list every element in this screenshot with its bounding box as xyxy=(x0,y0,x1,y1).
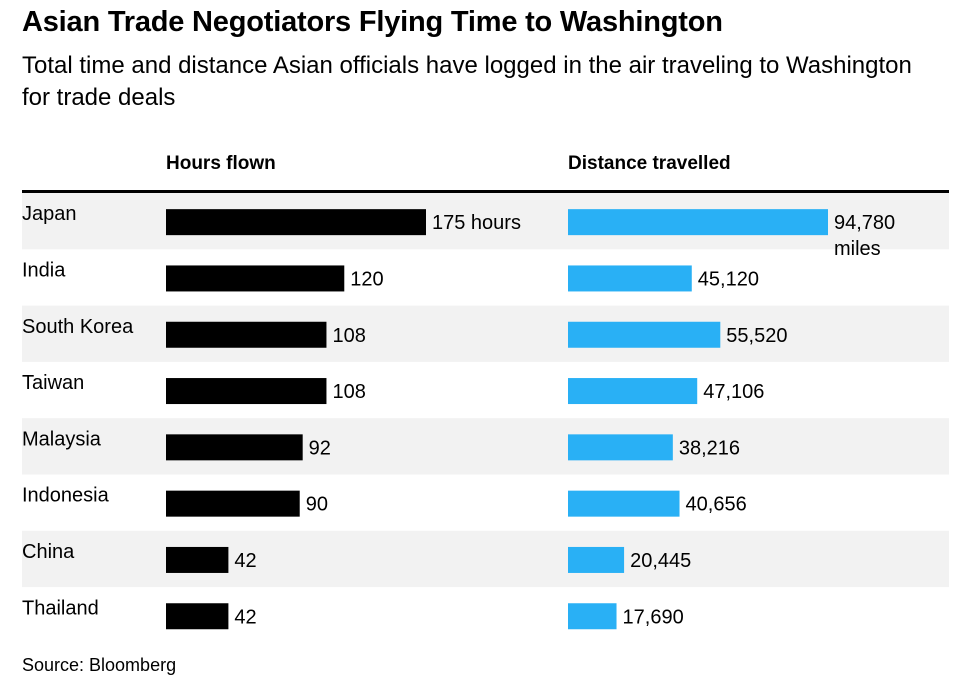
category-label-malaysia: Malaysia xyxy=(22,428,102,450)
source-note: Source: Bloomberg xyxy=(22,655,177,675)
distance-bar-india xyxy=(568,265,692,292)
distance-bar-japan xyxy=(568,209,828,236)
distance-bar-indonesia xyxy=(568,490,680,517)
chart-title: Asian Trade Negotiators Flying Time to W… xyxy=(22,6,723,38)
category-label-china: China xyxy=(22,541,75,563)
hours-value-label-thailand: 42 xyxy=(234,606,256,628)
hours-bar-malaysia xyxy=(166,434,303,461)
hours-bar-south-korea xyxy=(166,321,327,348)
distance-value-label-china: 20,445 xyxy=(630,550,691,572)
hours-bar-japan xyxy=(166,209,426,236)
category-label-thailand: Thailand xyxy=(22,597,99,619)
distance-column-header: Distance travelled xyxy=(568,153,731,174)
hours-column-header: Hours flown xyxy=(166,153,276,174)
distance-value-label-thailand: 17,690 xyxy=(623,606,684,628)
distance-value-label-taiwan: 47,106 xyxy=(703,381,764,403)
hours-value-label-south-korea: 108 xyxy=(332,325,365,347)
hours-value-label-taiwan: 108 xyxy=(332,381,365,403)
row-stripe-malaysia xyxy=(22,418,949,475)
distance-value-label-indonesia: 40,656 xyxy=(686,494,747,516)
category-label-india: India xyxy=(22,259,66,281)
hours-value-label-japan: 175 hours xyxy=(432,212,521,234)
category-label-indonesia: Indonesia xyxy=(22,485,110,507)
chart-subtitle: Total time and distance Asian officials … xyxy=(22,52,912,111)
hours-bar-taiwan xyxy=(166,378,327,405)
distance-value-label-japan: 94,780 miles xyxy=(834,212,895,260)
distance-bar-malaysia xyxy=(568,434,673,461)
category-label-south-korea: South Korea xyxy=(22,316,134,338)
distance-bar-thailand xyxy=(568,603,617,630)
distance-value-label-india: 45,120 xyxy=(698,268,759,290)
hours-value-label-india: 120 xyxy=(350,268,383,290)
row-stripes xyxy=(22,193,949,588)
header-rule xyxy=(22,190,949,193)
hours-bar-china xyxy=(166,546,229,573)
row-stripe-china xyxy=(22,530,949,588)
distance-bar-china xyxy=(568,546,625,573)
hours-bar-thailand xyxy=(166,603,229,630)
distance-bar-taiwan xyxy=(568,378,698,405)
category-label-japan: Japan xyxy=(22,203,77,225)
hours-bar-indonesia xyxy=(166,490,300,517)
hours-bar-india xyxy=(166,265,345,292)
hours-value-label-indonesia: 90 xyxy=(306,494,328,516)
hours-value-label-malaysia: 92 xyxy=(309,437,331,459)
chart-rows: Japan 175 hours 94,780 miles India 120 45,120 S… xyxy=(22,203,895,630)
distance-value-label-malaysia: 38,216 xyxy=(679,437,740,459)
hours-value-label-china: 42 xyxy=(234,550,256,572)
distance-value-label-south-korea: 55,520 xyxy=(726,325,787,347)
distance-bar-south-korea xyxy=(568,321,721,348)
row-stripe-south-korea xyxy=(22,305,949,362)
category-label-taiwan: Taiwan xyxy=(22,372,84,394)
